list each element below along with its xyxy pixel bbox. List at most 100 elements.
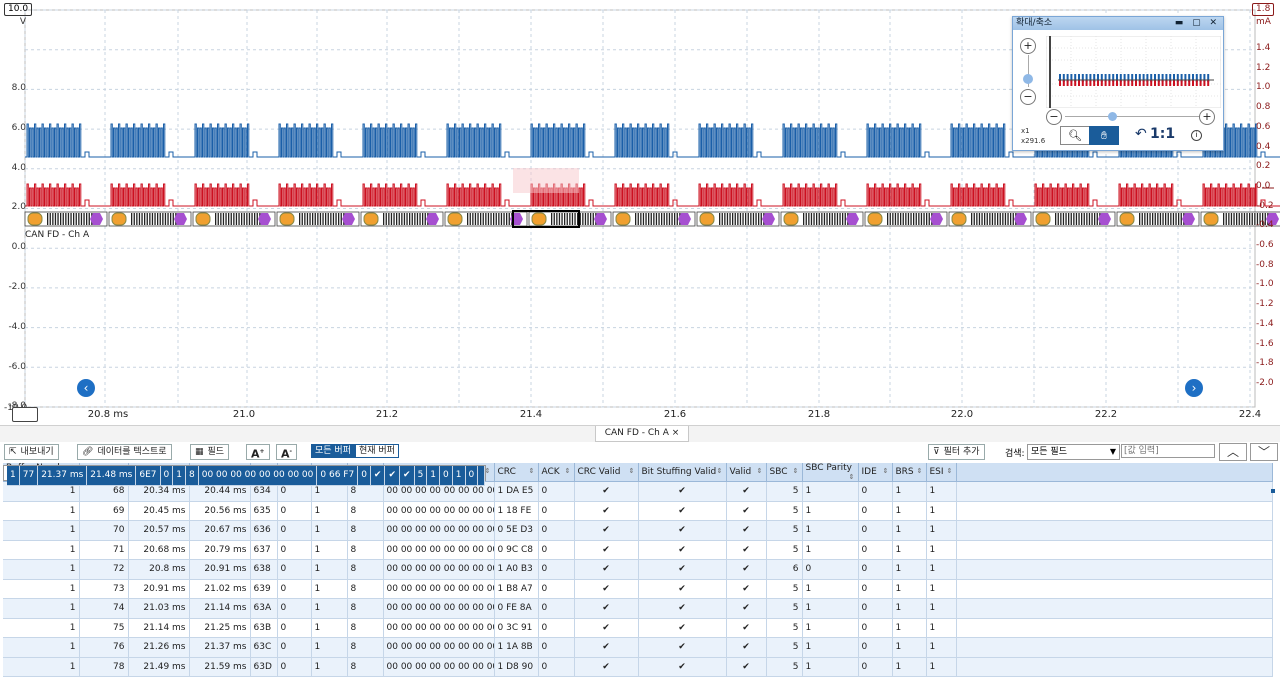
left-axis-max[interactable]: 10.0 [4, 3, 33, 16]
decode-bit [54, 213, 57, 225]
sort-icon[interactable]: ⇕ [916, 467, 923, 475]
column-header[interactable]: Valid ⇕ [726, 463, 767, 482]
decode-bit [818, 213, 820, 225]
column-header[interactable]: IDE ⇕ [858, 463, 893, 482]
table-row[interactable]: 1 78 21.49 ms 21.59 ms 63D 0 1 8 00 00 00 00 00 … [3, 657, 1273, 677]
sort-icon[interactable]: ⇕ [628, 467, 635, 475]
horizontal-zoom-thumb[interactable] [1108, 112, 1117, 121]
sort-icon[interactable]: ⇕ [756, 467, 763, 475]
highlighted-packet-frame [512, 210, 580, 228]
table-cell: 0 [538, 520, 575, 541]
scroll-right-button[interactable]: › [1185, 379, 1203, 397]
fields-button[interactable]: ▦ 필드 [190, 444, 230, 460]
vertical-zoom-slider[interactable] [1028, 55, 1029, 87]
font-decrease-button[interactable]: A- [276, 444, 298, 461]
table-cell: 1 [3, 657, 80, 677]
zoom-window[interactable]: 확대/축소 ▬ ▢ ✕ + − − + x1 x291.6 🔍︎ ✋︎ [1012, 16, 1224, 151]
table-row[interactable]: 1 69 20.45 ms 20.56 ms 635 0 1 8 00 00 00 00 00 … [3, 501, 1273, 521]
right-axis-max[interactable]: 1.8 [1252, 3, 1275, 16]
all-buffers-toggle[interactable]: 모든 버퍼 [311, 444, 355, 458]
link-data-button[interactable]: 🔗︎ 데이터를 텍스트로 [77, 444, 172, 460]
decode-bit [842, 213, 844, 225]
horizontal-zoom-slider[interactable] [1065, 116, 1201, 117]
zoom-in-vertical-button[interactable]: + [1020, 38, 1036, 54]
decode-bit [918, 213, 920, 225]
channel-b-trace [1201, 183, 1280, 207]
sort-icon[interactable]: ⇕ [484, 467, 491, 475]
check-icon: ✔ [574, 618, 639, 638]
decode-bit [383, 213, 385, 225]
table-cell: 68 [79, 481, 129, 502]
table-row[interactable]: 1 71 20.68 ms 20.79 ms 637 0 1 8 00 00 00 00 00 … [3, 540, 1273, 560]
ruler-handle[interactable] [12, 407, 38, 422]
column-header-label: CRC Valid [577, 467, 621, 477]
zoom-overview[interactable] [1046, 36, 1221, 108]
table-cell: 1 A0 B3 [494, 559, 539, 580]
scrollbar-marker[interactable] [1271, 489, 1275, 493]
column-header[interactable]: ESI ⇕ [926, 463, 957, 482]
font-increase-button[interactable]: A+ [246, 444, 270, 461]
table-cell: 63B [250, 618, 278, 638]
zoom-out-horizontal-button[interactable]: − [1046, 109, 1062, 125]
hand-tool-icon[interactable]: ✋︎ [1089, 126, 1119, 145]
window-controls[interactable]: ▬ ▢ ✕ [1174, 18, 1220, 28]
table-cell-filler [956, 501, 1273, 521]
decode-bit [676, 213, 678, 225]
column-header[interactable]: BRS ⇕ [892, 463, 927, 482]
undo-icon[interactable]: ↶ [1135, 126, 1147, 142]
scroll-left-button[interactable]: ‹ [77, 379, 95, 397]
decode-bit [474, 213, 477, 225]
zoom-window-titlebar[interactable]: 확대/축소 ▬ ▢ ✕ [1013, 17, 1223, 30]
sort-icon[interactable]: ⇕ [946, 467, 953, 475]
table-row[interactable]: 1 77 21.37 ms 21.48 ms 6E7 0 1 8 00 00 00 00 00 … [3, 465, 487, 486]
column-header[interactable]: CRC Valid ⇕ [574, 463, 639, 482]
column-header[interactable]: Bit Stuffing Valid ⇕ [638, 463, 727, 482]
search-field-select[interactable]: 모든 필드 ▼ [1027, 444, 1120, 460]
decode-bit [1055, 213, 1057, 225]
sort-icon[interactable]: ⇕ [848, 473, 855, 481]
add-filter-button[interactable]: ⊽ 필터 추가 [928, 444, 985, 460]
decode-bit [577, 213, 579, 225]
x-axis-tick: 21.0 [232, 409, 256, 420]
table-row[interactable]: 1 75 21.14 ms 21.25 ms 63B 0 1 8 00 00 00 00 00 … [3, 618, 1273, 638]
decode-bit [1062, 213, 1065, 225]
column-header[interactable]: CRC ⇕ [494, 463, 539, 482]
zoom-in-horizontal-button[interactable]: + [1199, 109, 1215, 125]
table-row[interactable]: 1 70 20.57 ms 20.67 ms 636 0 1 8 00 00 00 00 00 … [3, 520, 1273, 541]
info-icon[interactable]: i [1191, 130, 1202, 141]
table-cell: 75 [79, 618, 129, 638]
decode-bit [668, 213, 671, 225]
column-header[interactable]: SBC Parity ⇕ [802, 463, 859, 482]
export-button[interactable]: ⇱ 내보내기 [4, 444, 59, 460]
search-next-button[interactable]: ﹀ [1250, 443, 1278, 461]
table-cell: 73 [79, 579, 129, 599]
column-header[interactable]: SBC ⇕ [766, 463, 803, 482]
magnify-tool-icon[interactable]: 🔍︎ [1060, 126, 1090, 145]
vertical-zoom-thumb[interactable] [1023, 74, 1033, 84]
reset-zoom-button[interactable]: 1:1 [1150, 126, 1176, 142]
table-cell: 0 [858, 618, 893, 638]
decode-sof-marker [531, 212, 547, 226]
current-buffer-toggle[interactable]: 현재 버퍼 [354, 444, 399, 458]
right-axis-tick: -0.6 [1256, 240, 1274, 250]
sort-icon[interactable]: ⇕ [528, 467, 535, 475]
decode-bit [88, 213, 90, 225]
table-row[interactable]: 1 74 21.03 ms 21.14 ms 63A 0 1 8 00 00 00 00 00 … [3, 598, 1273, 619]
table-row[interactable]: 1 68 20.34 ms 20.44 ms 634 0 1 8 00 00 00 00 00 … [3, 481, 1273, 502]
decode-bit [1162, 213, 1164, 225]
tab-can-fd[interactable]: CAN FD - Ch A × [595, 426, 689, 442]
check-icon: ✔ [370, 466, 386, 486]
sort-icon[interactable]: ⇕ [716, 467, 723, 475]
sort-icon[interactable]: ⇕ [882, 467, 889, 475]
decode-bit [131, 213, 133, 225]
scope-view[interactable]: 10.0 V 1.8 mA 8.0 6.0 4.0 2.0 0.0 -2.0 -4.0 -6.… [0, 0, 1280, 425]
column-header[interactable]: ACK ⇕ [538, 463, 575, 482]
search-input[interactable] [1121, 444, 1215, 458]
sort-icon[interactable]: ⇕ [564, 467, 571, 475]
table-row[interactable]: 1 73 20.91 ms 21.02 ms 639 0 1 8 00 00 00 00 00 … [3, 579, 1273, 599]
sort-icon[interactable]: ⇕ [792, 467, 799, 475]
search-previous-button[interactable]: ︿ [1219, 443, 1247, 461]
zoom-out-vertical-button[interactable]: − [1020, 89, 1036, 105]
table-row[interactable]: 1 72 20.8 ms 20.91 ms 638 0 1 8 00 00 00 00 00 0… [3, 559, 1273, 580]
table-row[interactable]: 1 76 21.26 ms 21.37 ms 63C 0 1 8 00 00 00 00 00 … [3, 637, 1273, 658]
